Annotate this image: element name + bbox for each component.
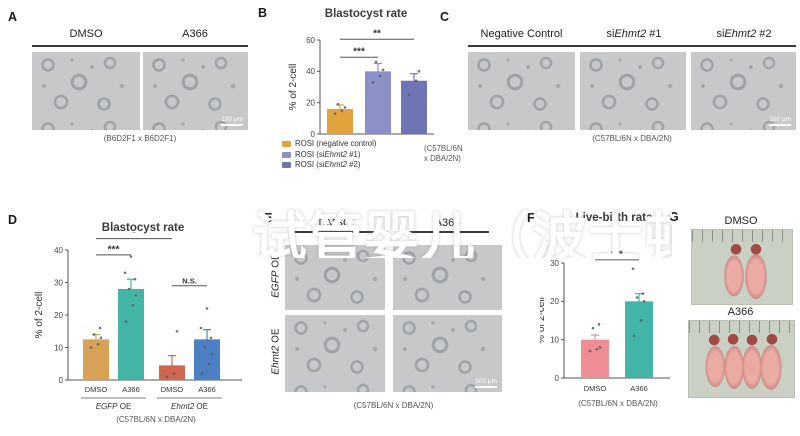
panel-a-header-a366: A366: [182, 28, 208, 40]
panel-a-micrograph-dmso: [32, 52, 140, 130]
legend-swatch-light-purple: [282, 151, 291, 158]
legend-swatch-orange: [282, 141, 291, 148]
panel-b-legend: ROSI (negative control) ROSI (siEhmt2 #1…: [282, 139, 376, 171]
panel-e-scale-bar: 500 μm: [475, 378, 497, 388]
svg-text:**: **: [373, 29, 381, 40]
panel-g-header-a366: A366: [727, 306, 754, 318]
panel-g-photo-a366-pups: [688, 320, 795, 398]
svg-text:20: 20: [54, 311, 63, 320]
svg-text:% of 2-cell: % of 2-cell: [288, 64, 299, 111]
panel-e-micrograph-egfp-dmso: [285, 245, 385, 310]
panel-c-header-negative-control: Negative Control: [480, 28, 563, 40]
svg-text:40: 40: [306, 67, 315, 76]
svg-text:***: ***: [611, 249, 623, 260]
legend-item: ROSI (siEhmt2 #1): [282, 150, 376, 161]
panel-f-title: Live-birth rate: [575, 212, 653, 224]
svg-text:DMSO: DMSO: [85, 385, 108, 394]
svg-text:0: 0: [555, 374, 560, 383]
panel-c-caption: (C57BL/6N x DBA/2N): [592, 134, 672, 143]
svg-text:0: 0: [311, 130, 316, 139]
svg-text:DMSO: DMSO: [161, 385, 184, 394]
svg-text:*: *: [132, 232, 136, 239]
panel-label-d: D: [8, 213, 18, 227]
panel-label-c: C: [440, 10, 450, 24]
panel-c-micrograph-siehmt2-1: [580, 52, 686, 130]
svg-text:DMSO: DMSO: [584, 384, 607, 393]
blastocyst-rate-chart-oe: 0 10 20 30 40% of 2-cell DMSO A366 DMSO A366 *** *…: [32, 228, 244, 431]
blastocyst-rate-chart-rosi: 0 20 40 60% of 2-cell *** **: [284, 26, 436, 155]
svg-text:***: ***: [353, 47, 365, 58]
svg-text:20: 20: [306, 98, 315, 107]
svg-text:40: 40: [54, 246, 63, 255]
svg-text:A366: A366: [198, 385, 216, 394]
svg-text:10: 10: [54, 343, 63, 352]
panel-label-f: F: [527, 211, 535, 225]
svg-text:20: 20: [550, 297, 559, 306]
legend-item: ROSI (negative control): [282, 139, 376, 150]
panel-e-rule-a366: [405, 231, 489, 233]
panel-e-header-a366: A366: [434, 217, 461, 229]
panel-a-caption: (B6D2F1 x B6D2F1): [103, 134, 177, 143]
strain-line-1: (C57BL/6N: [424, 144, 463, 153]
svg-text:***: ***: [108, 244, 120, 255]
panel-a-header-rule: [32, 45, 248, 47]
svg-text:% of 2-cell: % of 2-cell: [34, 292, 45, 339]
panel-c-header-siehmt2-2: siEhmt2 #2: [716, 28, 772, 40]
panel-c-header-siehmt2-1: siEhmt2 #1: [606, 28, 662, 40]
panel-a-scale-bar: 100 μm: [221, 116, 243, 126]
panel-e-micrograph-ehmt2-a366: 500 μm: [393, 315, 502, 392]
panel-label-a: A: [8, 10, 18, 24]
panel-e-header-dmso: DMSO: [318, 217, 352, 229]
panel-b-title: Blastocyst rate: [324, 8, 408, 20]
svg-text:% of 2-cell: % of 2-cell: [540, 297, 547, 344]
legend-label: ROSI (siEhmt2 #2): [295, 160, 361, 169]
svg-text:A366: A366: [630, 384, 648, 393]
panel-g-photo-dmso-pups: [691, 229, 793, 305]
legend-label: ROSI (negative control): [295, 139, 377, 148]
panel-label-g: G: [669, 210, 679, 224]
panel-e-caption: (C57BL/6N x DBA/2N): [353, 401, 434, 410]
panel-e-row-label-egfp-oe: EGFP OE: [270, 253, 282, 298]
svg-text:30: 30: [54, 278, 63, 287]
svg-text:0: 0: [59, 376, 64, 385]
svg-text:N.S.: N.S.: [182, 276, 197, 285]
svg-text:(C57BL/6N x DBA/2N): (C57BL/6N x DBA/2N): [116, 415, 196, 424]
legend-swatch-dark-purple: [282, 162, 291, 169]
svg-text:A366: A366: [122, 385, 140, 394]
svg-text:60: 60: [306, 36, 315, 45]
panel-c-scale-bar: 100 μm: [769, 116, 791, 126]
svg-text:30: 30: [550, 259, 559, 268]
panel-b-strain: (C57BL/6N x DBA/2N): [424, 144, 463, 163]
panel-c-micrograph-siehmt2-2: 100 μm: [691, 52, 796, 130]
panel-e-row-label-ehmt2-oe: Ehmt2 OE: [270, 328, 282, 375]
legend-label: ROSI (siEhmt2 #1): [295, 149, 361, 159]
svg-text:10: 10: [550, 335, 559, 344]
panel-e-micrograph-egfp-a366: [393, 245, 502, 310]
panel-d-title: Blastocyst rate: [101, 222, 185, 234]
strain-line-2: x DBA/2N): [424, 153, 461, 163]
panel-a-micrograph-a366: 100 μm: [143, 52, 248, 130]
panel-g-header-dmso: DMSO: [724, 215, 758, 227]
panel-e-micrograph-ehmt2-dmso: [285, 315, 385, 392]
live-birth-rate-chart: 0 10 20 30 % of 2-cell DMSO A366 *** (C57BL/6N x…: [536, 228, 672, 417]
svg-text:(C57BL/6N x DBA/2N): (C57BL/6N x DBA/2N): [578, 399, 658, 408]
panel-c-micrograph-negative-control: [468, 52, 575, 130]
panel-c-header-rule: [468, 45, 796, 47]
panel-label-e: E: [264, 211, 273, 225]
panel-a-header-dmso: DMSO: [69, 28, 103, 40]
svg-text:EGFP OE: EGFP OE: [96, 402, 132, 411]
panel-e-rule-dmso: [293, 231, 377, 233]
panel-label-b: B: [258, 6, 268, 20]
svg-text:Ehmt2 OE: Ehmt2 OE: [171, 402, 208, 411]
legend-item: ROSI (siEhmt2 #2): [282, 160, 376, 171]
